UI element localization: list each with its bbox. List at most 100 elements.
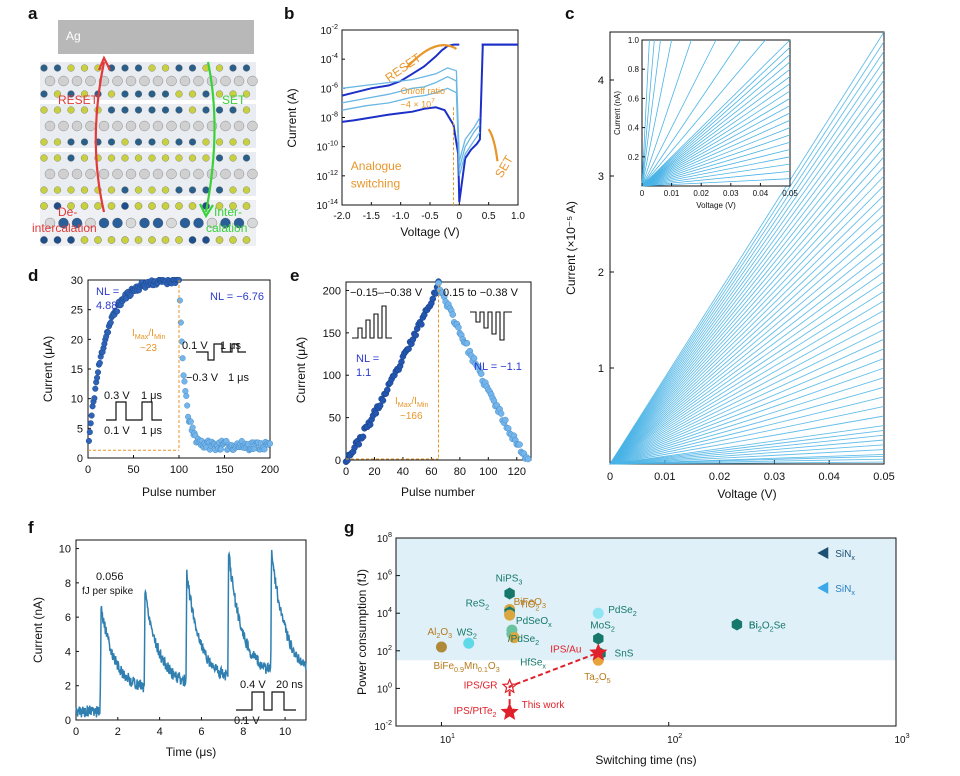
pot-range-label: −0.15–−0.38 V bbox=[350, 287, 423, 299]
point-label-8: HfSex bbox=[520, 658, 546, 671]
atom bbox=[40, 186, 48, 194]
atom bbox=[215, 202, 224, 210]
x-tick-label: -1.5 bbox=[363, 211, 381, 222]
atom bbox=[58, 120, 69, 132]
x-tick-label: 1.0 bbox=[511, 211, 525, 222]
atom bbox=[179, 168, 191, 180]
atom bbox=[67, 202, 75, 210]
reset-label: RESET bbox=[58, 93, 99, 107]
y-tick-label: 50 bbox=[329, 413, 341, 425]
iv-line bbox=[609, 50, 885, 465]
atom bbox=[148, 106, 156, 114]
marker-ipsptte2 bbox=[500, 702, 519, 720]
set-arrow bbox=[487, 128, 499, 162]
atom bbox=[67, 106, 75, 114]
dep-point bbox=[463, 339, 471, 347]
series-line-2 bbox=[341, 75, 481, 169]
iv-line bbox=[609, 89, 885, 465]
dep-point bbox=[266, 440, 274, 447]
atom bbox=[107, 154, 116, 162]
atom bbox=[148, 154, 156, 162]
point-label-4: ReS2 bbox=[466, 598, 489, 611]
atom bbox=[193, 168, 204, 180]
atom bbox=[161, 154, 170, 162]
pulse-pot-w2: 1 μs bbox=[141, 425, 163, 437]
plot-frame bbox=[75, 539, 307, 721]
pulse-dep-low: −0.3 V bbox=[186, 372, 219, 384]
atom bbox=[107, 202, 116, 210]
atom bbox=[67, 138, 75, 146]
inset-line bbox=[641, 98, 791, 187]
series-line-0 bbox=[341, 43, 518, 203]
atom bbox=[148, 202, 156, 210]
atom bbox=[107, 138, 116, 146]
inset-y-tick-label: 0.4 bbox=[628, 124, 640, 133]
deintercalation-label-2: intercalation bbox=[32, 221, 97, 235]
atom bbox=[125, 168, 137, 180]
atom bbox=[152, 75, 164, 87]
atom bbox=[215, 90, 224, 98]
iv-line bbox=[609, 146, 885, 465]
atom bbox=[112, 168, 123, 180]
atom bbox=[202, 90, 210, 98]
atom bbox=[229, 236, 237, 244]
x-tick-label: 0 bbox=[457, 211, 463, 222]
y-tick-label: 10-2 bbox=[320, 22, 338, 37]
atom bbox=[94, 236, 102, 244]
atom bbox=[166, 168, 177, 180]
atom bbox=[166, 120, 177, 132]
x-axis-label: Pulse number bbox=[401, 485, 475, 499]
atom bbox=[125, 120, 137, 132]
pulse-width: 20 ns bbox=[276, 679, 303, 691]
atom bbox=[229, 154, 237, 162]
inset-x-tick-label: 0.01 bbox=[664, 189, 680, 198]
y-tick-label: 30 bbox=[71, 275, 83, 287]
atom bbox=[188, 138, 197, 146]
iv-line bbox=[609, 439, 885, 465]
atom bbox=[44, 120, 56, 132]
atom bbox=[229, 186, 237, 194]
atom bbox=[220, 75, 231, 87]
atom bbox=[80, 202, 89, 210]
atom bbox=[40, 202, 48, 210]
atom bbox=[242, 106, 251, 114]
pot-point bbox=[412, 331, 419, 339]
y-tick-label: 0 bbox=[65, 715, 71, 727]
y-tick-label: 25 bbox=[71, 305, 83, 317]
inset-line bbox=[641, 39, 692, 187]
plot-frame bbox=[395, 537, 897, 727]
atom bbox=[148, 90, 156, 98]
y-tick-label: 100 bbox=[323, 370, 341, 382]
atom bbox=[58, 168, 69, 180]
atom bbox=[229, 202, 237, 210]
atom bbox=[134, 90, 143, 98]
pot-point bbox=[359, 433, 367, 441]
y-tick-label: 10 bbox=[71, 394, 83, 406]
atom bbox=[242, 236, 251, 244]
y-tick-label: 1 bbox=[598, 363, 604, 375]
atom bbox=[44, 75, 56, 87]
y-tick-label: 15 bbox=[71, 364, 83, 376]
x-tick-label: 2 bbox=[115, 726, 121, 738]
inset-line bbox=[641, 61, 791, 187]
iv-line bbox=[609, 271, 885, 465]
iv-line bbox=[609, 444, 885, 465]
y-tick-label: 100 bbox=[377, 680, 392, 695]
y-tick-label: 10-4 bbox=[320, 51, 338, 66]
panel-label-d: d bbox=[28, 266, 39, 285]
inset-line bbox=[641, 149, 791, 187]
marker-pdse2 bbox=[592, 607, 604, 619]
pulse-waveform bbox=[236, 691, 296, 711]
iv-line bbox=[609, 98, 885, 465]
atom bbox=[206, 217, 218, 229]
iv-line bbox=[609, 338, 885, 465]
inset-y-label: Current (nA) bbox=[613, 91, 622, 135]
pot-point bbox=[88, 412, 95, 419]
atom bbox=[229, 138, 237, 146]
y-tick-label: 4 bbox=[598, 75, 604, 87]
dep-point bbox=[497, 410, 505, 417]
iv-line bbox=[609, 449, 885, 465]
atom bbox=[242, 186, 251, 194]
y-axis-label: Current (μA) bbox=[41, 336, 55, 402]
